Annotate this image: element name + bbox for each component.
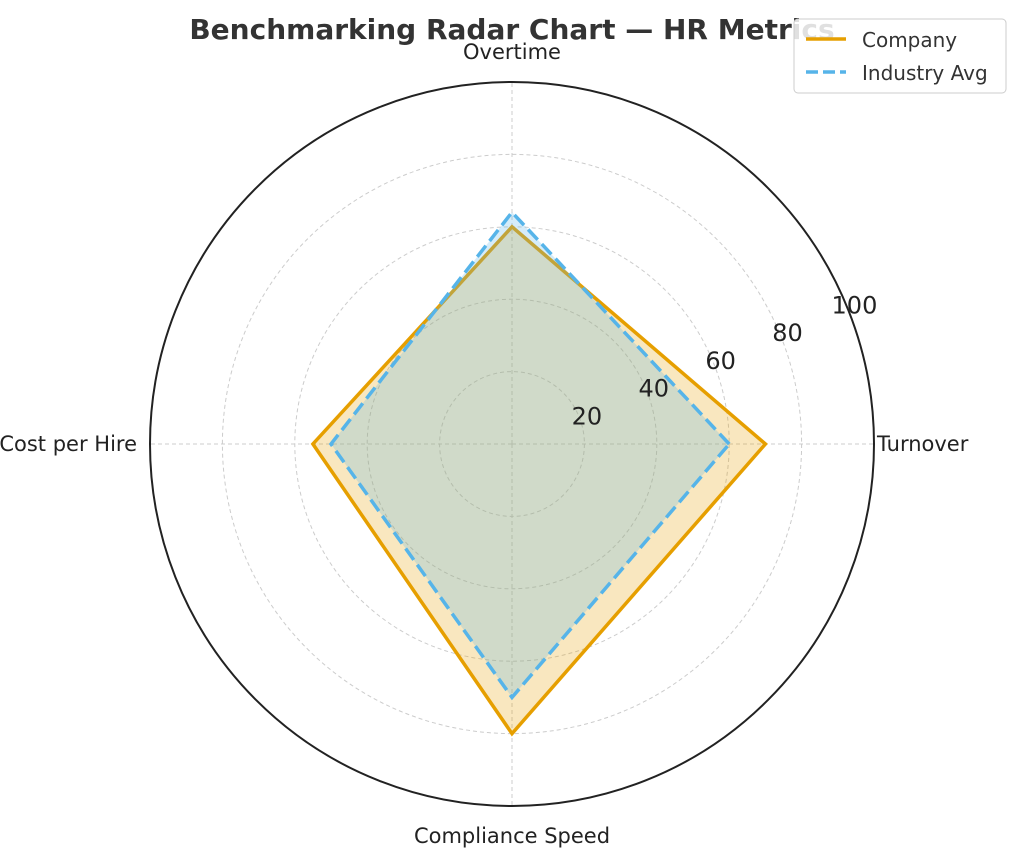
legend-label-industry-avg: Industry Avg: [862, 61, 988, 85]
tick-label-80: 80: [772, 319, 803, 347]
legend-frame: [793, 18, 1007, 94]
outer-ring: [149, 81, 875, 807]
category-label-turnover: Turnover: [876, 432, 969, 456]
legend-label-company: Company: [862, 28, 957, 52]
category-label-compliance-speed: Compliance Speed: [414, 824, 610, 848]
tick-label-40: 40: [639, 375, 670, 403]
tick-label-100: 100: [832, 291, 878, 319]
grid-ring-40: [366, 298, 658, 590]
legend: Company Industry Avg: [793, 18, 1007, 94]
radial-tick-labels: 20 40 60 80 100: [572, 291, 878, 430]
series-fill-industry-avg: [331, 212, 730, 698]
tick-label-60: 60: [705, 347, 736, 375]
tick-label-20: 20: [572, 402, 603, 430]
chart-title: Benchmarking Radar Chart — HR Metrics: [189, 13, 834, 46]
series-layer: [310, 209, 768, 737]
category-label-overtime: Overtime: [463, 40, 561, 64]
category-label-cost-per-hire: Cost per Hire: [0, 432, 137, 456]
category-labels: Turnover Overtime Cost per Hire Compliance …: [0, 40, 969, 848]
